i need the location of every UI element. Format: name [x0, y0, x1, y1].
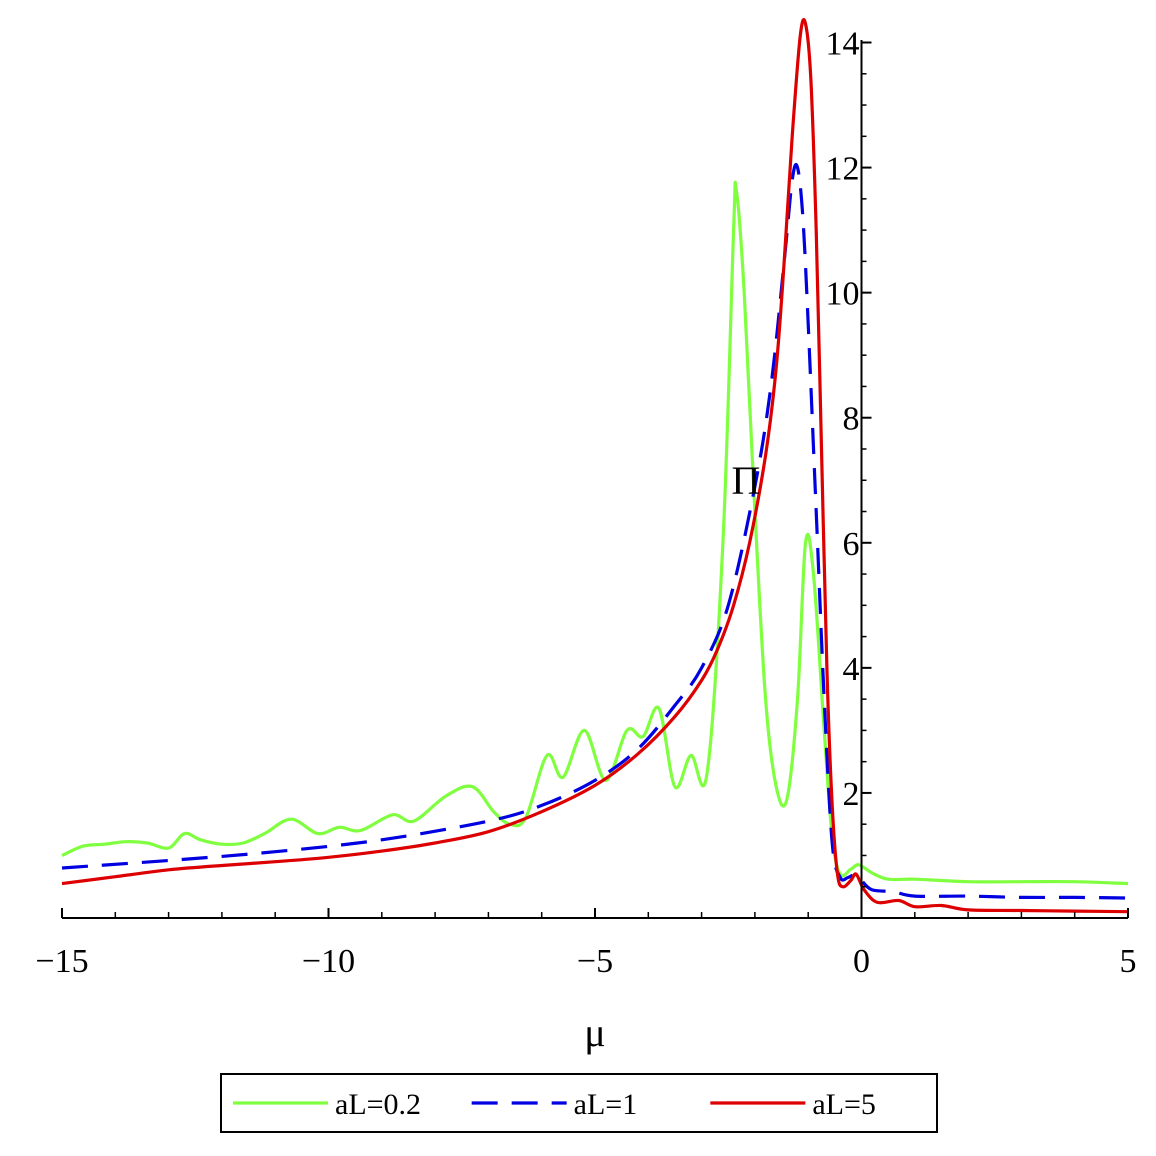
legend-box [220, 1073, 938, 1133]
x-tick-label: −10 [302, 943, 355, 980]
series-line-al-1 [61, 163, 1129, 900]
series-line-al-0-2 [61, 180, 1129, 886]
series-line-al-5 [61, 17, 1129, 914]
y-tick-label: 4 [843, 651, 860, 688]
x-tick-label: 0 [853, 943, 870, 980]
legend-label: aL=5 [812, 1088, 876, 1121]
y-tick-label: 10 [826, 276, 860, 313]
x-tick-label: 5 [1120, 943, 1137, 980]
y-tick-label: 2 [843, 776, 860, 813]
y-tick-label: 12 [826, 151, 860, 188]
y-tick-label: 8 [843, 401, 860, 438]
y-axis-title: Π [732, 458, 761, 503]
legend-label: aL=0.2 [335, 1088, 421, 1121]
y-tick-label: 6 [843, 526, 860, 563]
series-layer [61, 17, 1129, 914]
x-tick-label: −15 [35, 943, 88, 980]
y-tick-label: 14 [826, 26, 860, 63]
legend-label: aL=1 [574, 1088, 638, 1121]
legend: aL=0.2 aL=1 aL=5 [220, 1073, 938, 1133]
ticks-layer: −15 −10 −5 0 5 2 4 6 8 10 12 14 [35, 26, 1136, 980]
x-tick-label: −5 [577, 943, 613, 980]
x-axis-title: μ [584, 1010, 605, 1055]
